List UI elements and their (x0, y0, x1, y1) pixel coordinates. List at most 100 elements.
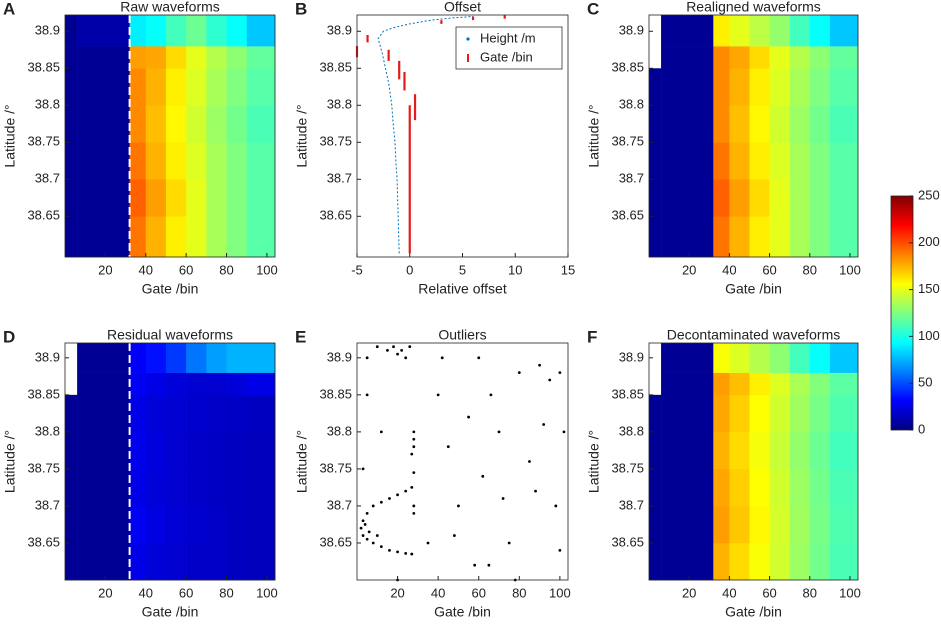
x-tick-label: -5 (351, 262, 363, 277)
heatmap-cell (246, 105, 276, 143)
heatmap-cell (729, 105, 750, 143)
heatmap-cell (769, 46, 790, 69)
outlier-point (489, 393, 493, 397)
heatmap-cell (65, 216, 78, 258)
heatmap-cell (729, 542, 750, 581)
y-tick-label: 38.75 (319, 460, 352, 475)
colorbar (890, 195, 914, 431)
y-axis-label: Latitude /° (2, 104, 18, 167)
outlier-point (392, 345, 395, 349)
heatmap-cell (206, 216, 227, 258)
heatmap-cell (729, 505, 750, 544)
heatmap-cell (129, 468, 147, 507)
heatmap-cell (829, 468, 859, 507)
heatmap-cell (165, 343, 187, 373)
x-tick-label: 100 (839, 262, 861, 277)
y-tick-label: 38.7 (327, 171, 352, 186)
x-axis-label: Gate /bin (725, 281, 782, 297)
heatmap-cell (713, 105, 730, 143)
heatmap-cell (789, 468, 811, 507)
panel-label: B (295, 0, 307, 18)
heatmap-cell (77, 468, 130, 507)
x-tick-label: 40 (139, 262, 153, 277)
heatmap-cell (186, 372, 207, 396)
heatmap-cell (661, 142, 714, 180)
heatmap-cell (65, 68, 78, 106)
heatmap-cell (77, 68, 130, 106)
panel-title: Decontaminated waveforms (667, 327, 841, 343)
heatmap-cell (226, 142, 248, 180)
outlier-point (507, 541, 511, 545)
heatmap-cell (65, 542, 78, 581)
heatmap-cell (206, 343, 227, 373)
outlier-point (388, 497, 391, 500)
heatmap-cell (749, 216, 770, 258)
heatmap-cell (129, 394, 147, 433)
heatmap-cell (713, 46, 730, 69)
heatmap-cell (661, 15, 714, 47)
heatmap-cell (165, 431, 187, 470)
heatmap-cell (729, 343, 750, 373)
colorbar-tick-label: 150 (918, 281, 940, 296)
outlier-point (371, 504, 375, 508)
heatmap-cell (769, 216, 790, 258)
heatmap-cell (769, 105, 790, 143)
heatmap-cell (165, 394, 187, 433)
heatmap-cell (165, 142, 187, 180)
outlier-point (457, 504, 460, 508)
heatmap-cell (749, 142, 770, 180)
x-tick-label: 80 (219, 262, 233, 277)
y-tick-label: 38.9 (35, 349, 60, 364)
outlier-point (412, 504, 416, 508)
legend-label: Gate /bin (480, 49, 533, 64)
x-axis-label: Gate /bin (142, 281, 199, 297)
heatmap-cell (769, 394, 790, 433)
outlier-point (412, 430, 416, 434)
height-line (377, 15, 474, 254)
heatmap-cell (145, 105, 167, 143)
y-tick-label: 38.9 (327, 23, 352, 38)
heatmap-cell (713, 15, 730, 47)
heatmap-cell (206, 431, 227, 470)
y-tick-label: 38.8 (327, 97, 352, 112)
y-tick-label: 38.7 (619, 497, 644, 512)
heatmap-cell (246, 372, 276, 396)
heatmap-cell (829, 505, 859, 544)
y-tick-label: 38.8 (35, 423, 60, 438)
y-tick-label: 38.8 (619, 423, 644, 438)
outlier-point (396, 352, 399, 356)
y-tick-label: 38.9 (619, 23, 644, 38)
heatmap-cell (713, 542, 730, 581)
y-tick-label: 38.75 (611, 460, 644, 475)
y-tick-label: 38.85 (611, 386, 644, 401)
outlier-point (426, 541, 430, 545)
outlier-point (371, 541, 375, 545)
outlier-point (440, 356, 444, 360)
heatmap-cell (186, 15, 207, 47)
heatmap-cell (186, 505, 207, 544)
heatmap-cell (65, 46, 78, 69)
heatmap-cell (145, 431, 167, 470)
heatmap-cell (206, 179, 227, 217)
outlier-point (410, 486, 414, 489)
heatmap-cell (77, 216, 130, 258)
heatmap-cell (77, 179, 130, 217)
heatmap-cell (246, 542, 276, 581)
heatmap-cell (649, 68, 662, 106)
y-tick-label: 38.85 (27, 386, 60, 401)
heatmap-cell (145, 68, 167, 106)
heatmap-cell (246, 142, 276, 180)
outlier-point (452, 534, 456, 537)
heatmap-cell (226, 105, 248, 143)
outlier-point (548, 378, 552, 382)
outlier-point (386, 349, 389, 352)
x-axis-label: Gate /bin (725, 604, 782, 620)
heatmap-cell (165, 46, 187, 69)
heatmap-cell (65, 15, 78, 47)
heatmap-cell (226, 468, 248, 507)
x-tick-label: 80 (803, 585, 817, 600)
x-tick-label: 80 (512, 585, 526, 600)
x-tick-label: 100 (839, 585, 861, 600)
y-tick-label: 38.7 (327, 497, 352, 512)
heatmap-cell (129, 142, 147, 180)
